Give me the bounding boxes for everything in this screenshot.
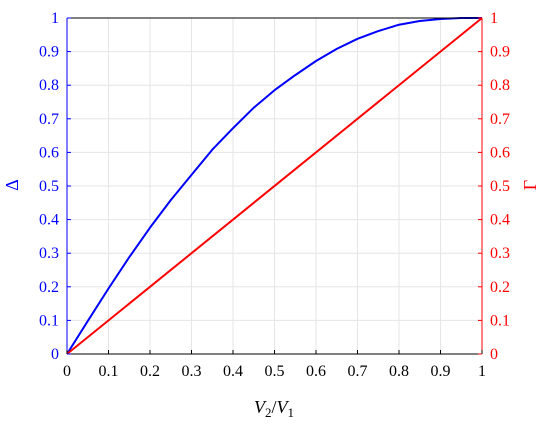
- x-tick-label: 0.4: [223, 363, 243, 380]
- y-tick-label-right: 0.9: [490, 44, 510, 61]
- y-tick-label-left: 1: [51, 10, 59, 27]
- x-tick-label: 0.6: [306, 363, 326, 380]
- y-tick-label-right: 0.1: [490, 312, 510, 329]
- y-tick-label-left: 0.5: [39, 178, 59, 195]
- series-line-gamma: [66, 17, 483, 355]
- x-tick-label: 0.3: [182, 363, 202, 380]
- tick-labels: 0 0.1 0.2 0.3 0.4 0.5 0.6 0.7 0.8 0.9 100.10.20.30…: [39, 10, 510, 380]
- x-tick-label: 0.5: [265, 363, 285, 380]
- x-label-sub2: 1: [288, 405, 295, 420]
- y-tick-label-right: 0.8: [490, 77, 510, 94]
- x-tick-label: 0.8: [389, 363, 409, 380]
- y-tick-label-right: 0.3: [490, 245, 510, 262]
- y-tick-label-left: 0.4: [39, 212, 59, 229]
- y-tick-label-right: 1: [490, 10, 498, 27]
- y-tick-label-left: 0: [51, 346, 59, 363]
- y-tick-label-left: 0.1: [39, 312, 59, 329]
- x-label-slash: /: [271, 397, 276, 417]
- x-tick-label: 1: [478, 363, 486, 380]
- series-line-delta: [66, 17, 482, 355]
- y-tick-label-left: 0.6: [39, 144, 59, 161]
- x-tick-label: 0.2: [140, 363, 160, 380]
- y-tick-label-right: 0: [490, 346, 498, 363]
- x-label-var1: V: [254, 397, 267, 417]
- series-layer: [66, 17, 483, 355]
- y-tick-label-left: 0.2: [39, 279, 59, 296]
- x-tick-label: 0.7: [348, 363, 368, 380]
- axes: [66, 17, 483, 355]
- x-label-sub1: 2: [265, 405, 272, 420]
- x-tick-label: 0.9: [431, 363, 451, 380]
- y-tick-label-right: 0.7: [490, 111, 510, 128]
- x-label-var2: V: [277, 397, 290, 417]
- x-axis-label: V2/V1: [254, 397, 294, 420]
- x-tick-label: 0.1: [99, 363, 119, 380]
- y-tick-label-left: 0.9: [39, 44, 59, 61]
- y-tick-label-left: 0.3: [39, 245, 59, 262]
- y-axis-label-left: Δ: [2, 179, 22, 191]
- y-tick-label-left: 0.7: [39, 111, 59, 128]
- y-tick-label-right: 0.4: [490, 212, 510, 229]
- y-tick-label-left: 0.8: [39, 77, 59, 94]
- y-tick-label-right: 0.5: [490, 178, 510, 195]
- y-tick-label-right: 0.2: [490, 279, 510, 296]
- y-tick-label-right: 0.6: [490, 144, 510, 161]
- x-tick-label: 0: [63, 363, 71, 380]
- y-axis-label-right: Γ: [520, 180, 540, 190]
